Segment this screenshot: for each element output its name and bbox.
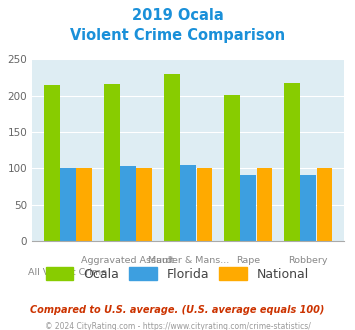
Bar [164,74,180,241]
Text: All Violent Crime: All Violent Crime [28,268,108,277]
Bar [317,168,332,241]
Bar [257,168,272,241]
Legend: Ocala, Florida, National: Ocala, Florida, National [46,267,309,281]
Text: Aggravated Assault: Aggravated Assault [81,256,175,265]
Text: Robbery: Robbery [289,256,328,265]
Text: Violent Crime Comparison: Violent Crime Comparison [70,28,285,43]
Text: Murder & Mans...: Murder & Mans... [148,256,229,265]
Bar [197,168,212,241]
Text: © 2024 CityRating.com - https://www.cityrating.com/crime-statistics/: © 2024 CityRating.com - https://www.city… [45,322,310,330]
Bar [104,84,120,241]
Bar [224,95,240,241]
Bar [136,168,152,241]
Bar [180,165,196,241]
Bar [284,83,300,241]
Text: Compared to U.S. average. (U.S. average equals 100): Compared to U.S. average. (U.S. average … [30,305,325,315]
Bar [44,85,60,241]
Bar [60,168,76,241]
Bar [76,168,92,241]
Bar [120,166,136,241]
Bar [240,175,256,241]
Bar [300,175,316,241]
Text: Rape: Rape [236,256,260,265]
Text: 2019 Ocala: 2019 Ocala [132,8,223,23]
